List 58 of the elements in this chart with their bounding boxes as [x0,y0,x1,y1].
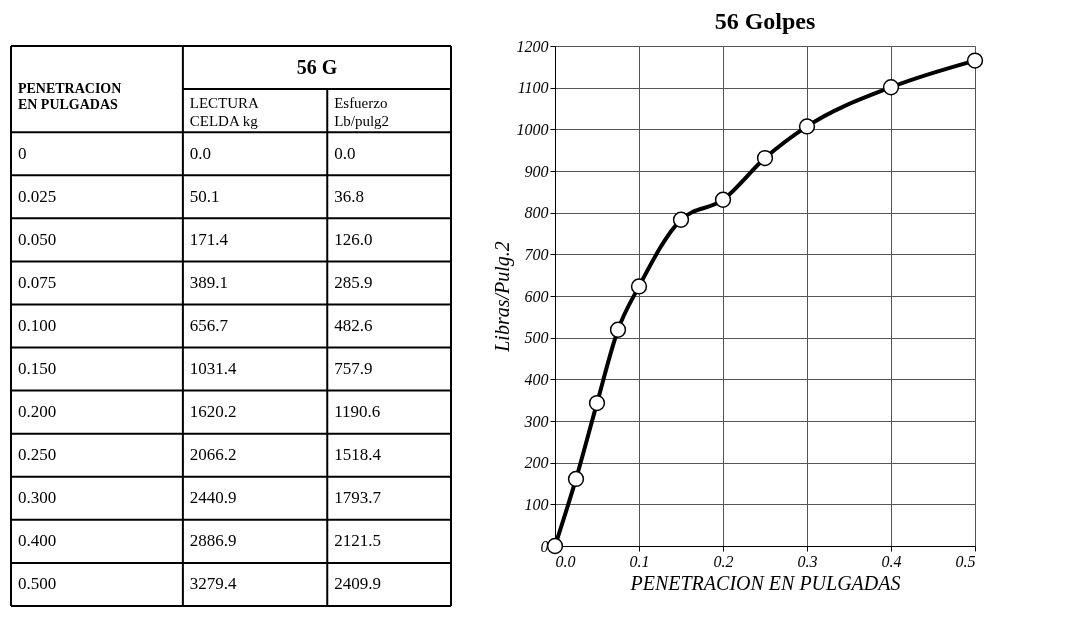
x-tick-label: 0.0 [555,552,576,570]
text: 171.4 [189,229,229,249]
text: 0 [17,143,27,163]
text: 3279.4 [189,574,237,594]
x-tick-label: 0.2 [713,552,734,570]
y-tick-label: 100 [524,495,549,513]
y-tick-label: 1200 [516,37,549,55]
text: 0.500 [17,574,57,594]
text: 2886.9 [189,531,237,551]
text: 1031.4 [189,359,237,379]
chart-title: 56 Golpes [714,8,816,34]
text: 2066.2 [189,445,237,465]
text: 2440.9 [189,488,237,508]
text: 2409.9 [334,574,381,594]
text: 0.250 [17,445,57,465]
text: 0.200 [17,402,57,422]
text: 656.7 [189,316,229,335]
y-axis-title: Libras/Pulg.2 [490,241,514,353]
text: Esfuerzo Lb/pulg2 [334,94,390,129]
y-tick-label: 400 [524,370,549,388]
text: 757.9 [334,359,373,379]
text: 482.6 [334,316,373,335]
x-tick-label: 0.4 [881,552,902,570]
text: 0.075 [17,272,57,292]
text: PENETRACION EN PULGADAS [17,81,122,113]
text: 56 G [296,55,338,78]
text: 389.1 [189,272,228,292]
y-tick-label: 900 [524,162,549,180]
text: 0.050 [17,229,57,249]
text: 0.300 [17,488,57,508]
text: 0.0 [334,143,356,163]
text: 2121.5 [334,531,381,551]
y-tick-label: 700 [524,245,549,263]
x-tick-label: 0.1 [629,552,650,570]
text: 0.150 [17,359,57,379]
text: 0.025 [17,186,57,206]
y-tick-label: 800 [524,204,549,222]
text: 50.1 [189,186,220,206]
y-tick-label: 300 [523,412,549,430]
x-tick-label: 0.3 [797,552,818,570]
y-tick-label: 500 [524,329,549,347]
text: 36.8 [334,186,364,206]
y-tick-label: 200 [524,454,549,472]
text: 1620.2 [189,402,237,422]
text: LECTURA CELDA kg [189,94,260,129]
x-axis-title: PENETRACION EN PULGADAS [629,571,901,594]
y-tick-label: 600 [524,287,549,305]
y-tick-label: 1000 [516,120,549,138]
x-tick-label: 0.5 [955,552,976,570]
text: 0.0 [189,143,211,163]
y-tick-label: 1100 [517,79,549,97]
text: 0.100 [17,316,57,335]
text: 1793.7 [334,488,382,508]
text: 285.9 [334,272,373,292]
text: 1190.6 [334,402,381,422]
text: 1518.4 [334,445,382,465]
text: 0.400 [17,531,57,551]
text: 126.0 [334,229,373,249]
